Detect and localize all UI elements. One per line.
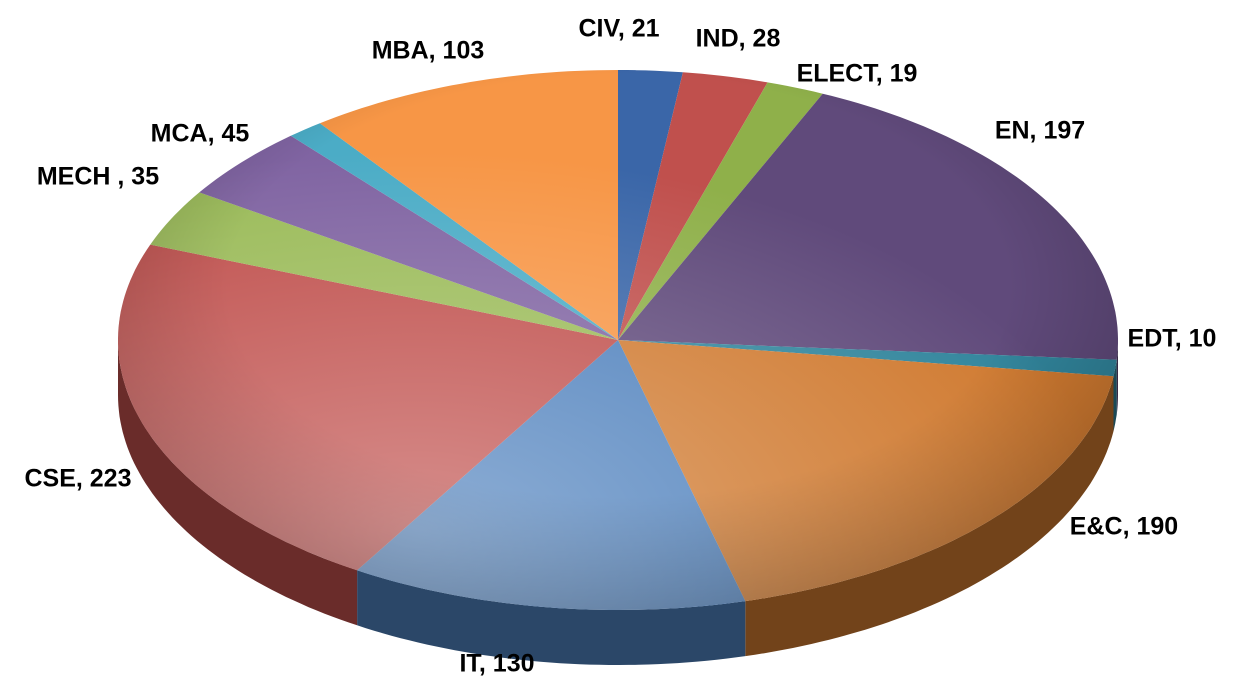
data-label: EDT, 10 [1128,325,1217,353]
data-label: CIV, 21 [578,15,659,43]
slice-side [357,570,746,665]
data-label: ELECT, 19 [797,60,918,88]
labels: CIV, 21 IND, 28 ELECT, 19 EN, 197 EDT, 10 E&C… [24,15,1216,677]
data-label: MECH , 35 [37,163,159,191]
data-label: EN, 197 [995,117,1085,145]
data-label: IT, 130 [459,650,534,677]
data-label: MBA, 103 [372,37,485,65]
data-label: MCA, 45 [151,120,250,148]
data-label: IND, 28 [696,25,781,53]
data-label: E&C, 190 [1070,513,1178,541]
pie-tops [118,70,1118,610]
data-label: CSE, 223 [24,465,131,493]
